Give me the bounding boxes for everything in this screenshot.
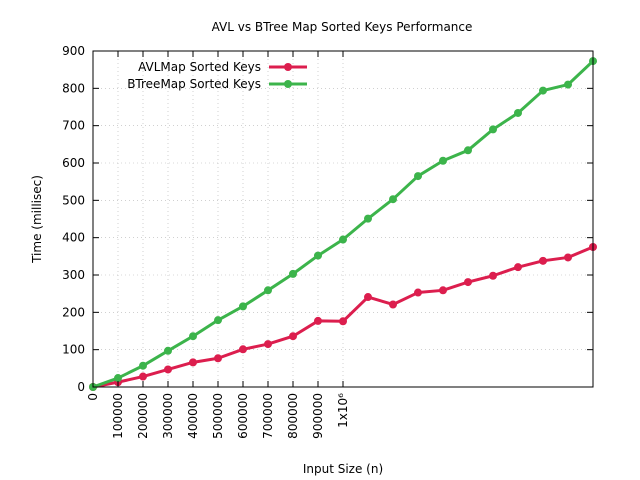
data-point — [114, 374, 122, 383]
data-point — [414, 172, 422, 181]
data-point — [514, 263, 522, 272]
data-point — [564, 253, 572, 262]
y-tick-label: 100 — [62, 343, 85, 357]
data-point — [289, 332, 297, 341]
data-point — [389, 195, 397, 204]
data-point — [139, 372, 147, 381]
chart-title: AVL vs BTree Map Sorted Keys Performance — [212, 20, 473, 34]
x-tick-label: 200000 — [136, 393, 150, 439]
y-axis-label: Time (millisec) — [30, 175, 44, 264]
y-tick-label: 700 — [62, 119, 85, 133]
x-tick-label: 500000 — [211, 393, 225, 439]
legend-label: AVLMap Sorted Keys — [138, 60, 261, 74]
y-tick-label: 400 — [62, 231, 85, 245]
data-point — [414, 288, 422, 297]
x-tick-label: 700000 — [261, 393, 275, 439]
legend: AVLMap Sorted Keys BTreeMap Sorted Keys — [127, 60, 307, 91]
data-point — [389, 300, 397, 309]
x-tick-label: 800000 — [286, 393, 300, 439]
data-point — [439, 286, 447, 295]
data-point — [514, 108, 522, 117]
data-point — [264, 340, 272, 349]
data-point — [164, 346, 172, 355]
legend-label: BTreeMap Sorted Keys — [127, 77, 261, 91]
data-point — [214, 354, 222, 363]
data-point — [189, 358, 197, 367]
data-point — [139, 361, 147, 370]
x-tick-label: 400000 — [186, 393, 200, 439]
x-tick-label: 900000 — [311, 393, 325, 439]
data-point — [314, 316, 322, 325]
y-tick-label: 900 — [62, 44, 85, 58]
x-tick-label: 100000 — [111, 393, 125, 439]
data-point — [339, 317, 347, 326]
data-point — [164, 365, 172, 374]
y-tick-label: 0 — [77, 380, 85, 394]
y-tick-label: 800 — [62, 81, 85, 95]
data-point — [339, 235, 347, 244]
data-point — [239, 302, 247, 311]
data-point — [564, 80, 572, 89]
data-point — [539, 256, 547, 265]
data-point — [464, 278, 472, 287]
x-tick-label: 600000 — [236, 393, 250, 439]
legend-swatch-point — [284, 80, 292, 88]
data-point — [189, 332, 197, 341]
x-tick-label: 1x10⁶ — [336, 393, 350, 428]
data-point — [464, 146, 472, 155]
axis-ticks: 0 100 200 300 400 500 600 700 800 900 0 100000 20000… — [62, 44, 593, 439]
data-point — [239, 345, 247, 354]
y-tick-label: 200 — [62, 305, 85, 319]
data-point — [364, 293, 372, 302]
x-tick-label: 300000 — [161, 393, 175, 439]
data-point — [314, 251, 322, 260]
legend-swatch-point — [284, 63, 292, 71]
data-point — [539, 86, 547, 95]
data-point — [364, 214, 372, 223]
y-tick-label: 600 — [62, 156, 85, 170]
data-point — [489, 271, 497, 280]
grid-lines — [93, 51, 593, 387]
data-point — [439, 156, 447, 165]
data-point — [264, 286, 272, 295]
x-axis-label: Input Size (n) — [303, 462, 383, 476]
y-tick-label: 500 — [62, 193, 85, 207]
data-point — [214, 316, 222, 325]
series-layer — [89, 57, 597, 391]
x-tick-label: 0 — [86, 393, 100, 401]
data-point — [289, 269, 297, 278]
data-point — [489, 125, 497, 134]
y-tick-label: 300 — [62, 268, 85, 282]
